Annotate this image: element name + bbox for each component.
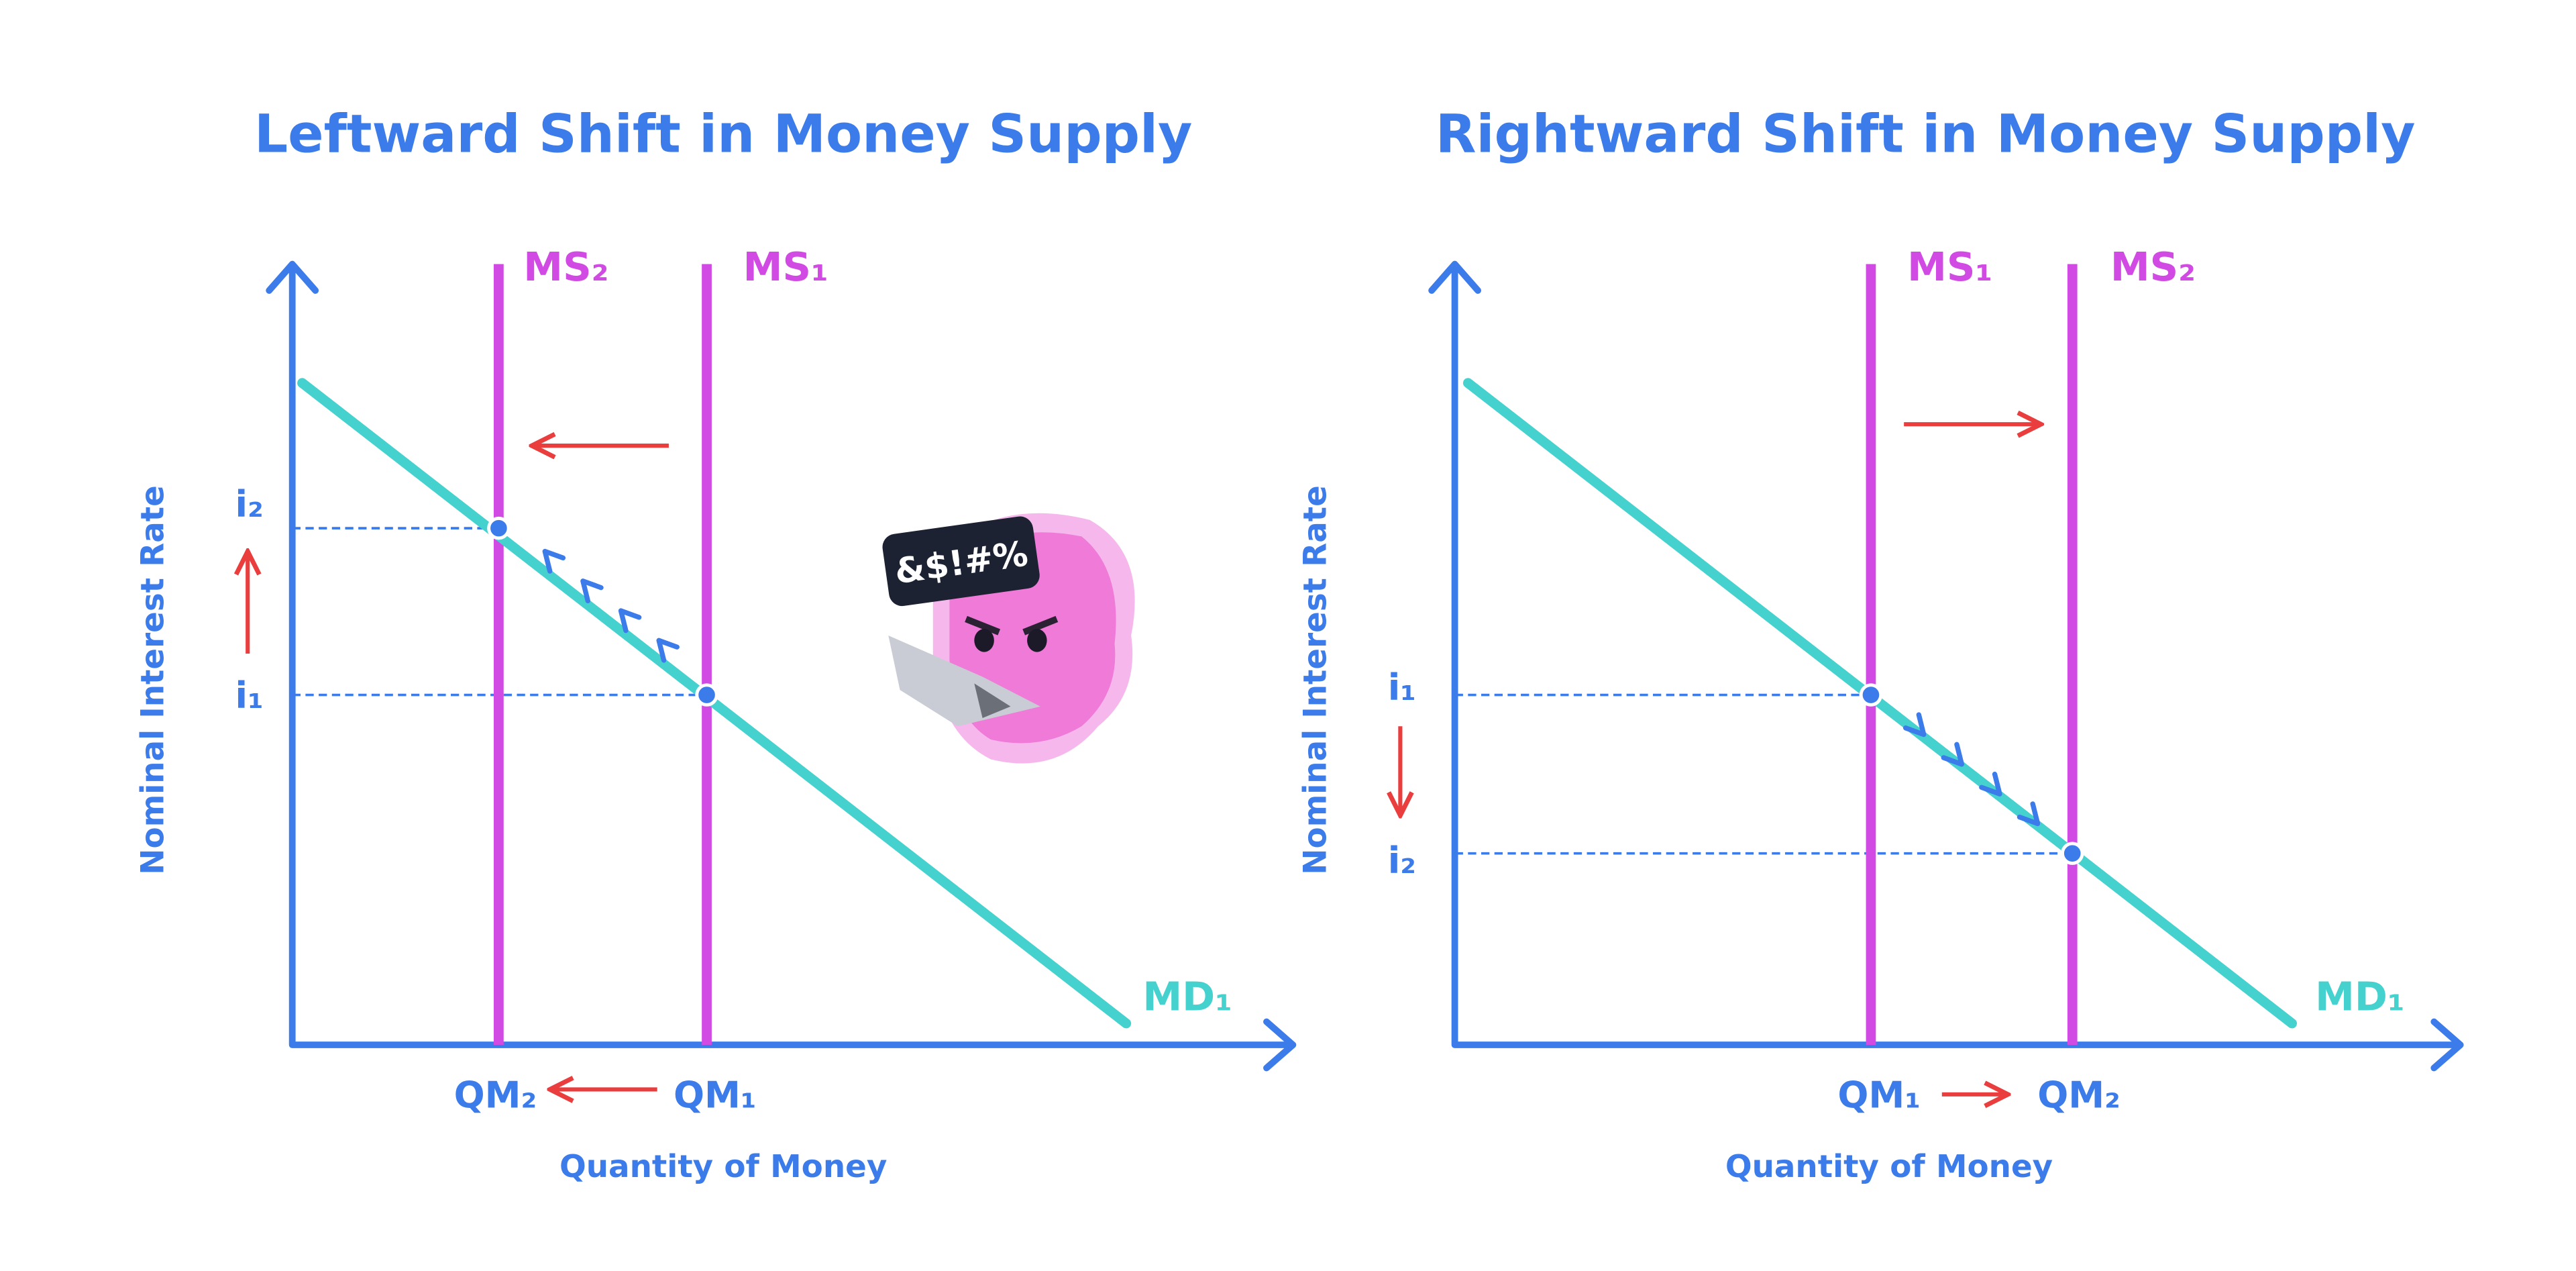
mascot-brows bbox=[965, 615, 1059, 636]
left-panel: Leftward Shift in Money Supply Nominal I… bbox=[136, 103, 1297, 1185]
mascot: &$!#% bbox=[882, 513, 1135, 764]
speech-bubble bbox=[882, 516, 1040, 607]
y-axis-label: Nominal Interest Rate bbox=[1298, 485, 1334, 874]
mascot-eye bbox=[974, 629, 994, 652]
panel-title: Rightward Shift in Money Supply bbox=[1436, 103, 2416, 164]
equilibrium-point bbox=[695, 683, 718, 707]
curve-label: MS₁ bbox=[743, 244, 828, 290]
quantity-label: QM₂ bbox=[454, 1074, 537, 1117]
curve-label: MS₂ bbox=[523, 244, 608, 290]
quantity-label: QM₁ bbox=[674, 1074, 757, 1117]
laptop-logo bbox=[974, 683, 1011, 718]
quantity-label: QM₁ bbox=[1837, 1074, 1921, 1117]
demand-curve bbox=[1462, 378, 2297, 1029]
curve-label: MD₁ bbox=[1142, 973, 1232, 1019]
axes bbox=[266, 260, 1297, 1072]
mascot-eye bbox=[1027, 629, 1047, 652]
x-axis-label: Quantity of Money bbox=[559, 1149, 887, 1185]
x-axis-label: Quantity of Money bbox=[1725, 1149, 2053, 1185]
curve-label: MS₁ bbox=[1907, 244, 1992, 290]
rate-label: i₁ bbox=[1388, 666, 1416, 709]
equilibrium-point bbox=[1859, 683, 1883, 707]
curve-label: MD₁ bbox=[2315, 973, 2405, 1019]
right-panel: Rightward Shift in Money Supply Nominal … bbox=[1298, 103, 2464, 1185]
shift-chevrons bbox=[542, 548, 680, 663]
y-axis-label: Nominal Interest Rate bbox=[136, 485, 172, 874]
curve-label: MS₂ bbox=[2110, 244, 2196, 290]
panel-title: Leftward Shift in Money Supply bbox=[254, 103, 1192, 164]
axes bbox=[1428, 260, 2464, 1072]
equilibrium-point bbox=[487, 516, 511, 540]
quantity-label: QM₂ bbox=[2037, 1074, 2121, 1117]
shift-chevrons bbox=[1902, 712, 2041, 827]
rate-label: i₂ bbox=[235, 483, 264, 525]
rate-label: i₁ bbox=[235, 674, 264, 717]
rate-label: i₂ bbox=[1388, 840, 1416, 882]
equilibrium-point bbox=[2061, 842, 2084, 865]
